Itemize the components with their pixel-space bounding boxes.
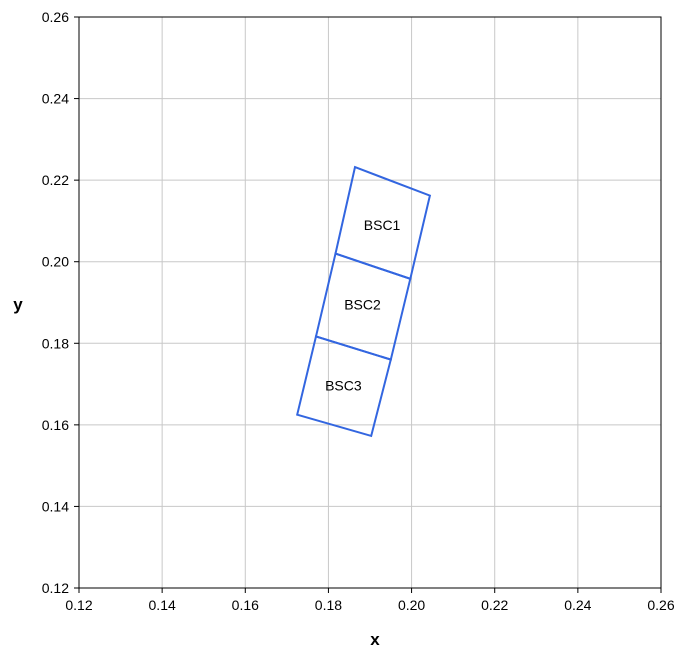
y-tick-label: 0.24 [42,91,69,107]
grid-lines [79,17,661,588]
x-tick-label: 0.20 [398,597,425,613]
x-tick-label: 0.24 [564,597,591,613]
x-tick-label: 0.14 [149,597,176,613]
y-tick-label: 0.16 [42,417,69,433]
x-axis-ticks: 0.12 0.14 0.16 0.18 0.20 0.22 0.24 0.26 [65,588,675,613]
y-tick-label: 0.14 [42,498,69,514]
plot-frame [78,16,662,589]
y-axis-title: y [13,295,23,314]
y-tick-label: 0.12 [42,580,69,596]
x-axis-title: x [370,630,380,648]
y-tick-label: 0.26 [42,9,69,25]
region-bsc3-outline [296,335,393,438]
region-bsc3-label: BSC3 [325,377,362,393]
region-bsc2-label: BSC2 [344,297,381,313]
y-axis-ticks: 0.12 0.14 0.16 0.18 0.20 0.22 0.24 0.26 [42,9,79,596]
plot-area [79,17,661,588]
region-bsc1-label: BSC1 [364,217,401,233]
y-tick-label: 0.18 [42,335,69,351]
y-tick-label: 0.20 [42,254,69,270]
x-tick-label: 0.26 [647,597,674,613]
x-tick-label: 0.16 [232,597,259,613]
x-tick-label: 0.12 [65,597,92,613]
y-tick-label: 0.22 [42,172,69,188]
x-tick-label: 0.22 [481,597,508,613]
x-tick-label: 0.18 [315,597,342,613]
regions: BSC1 BSC2 BSC3 [296,165,432,438]
